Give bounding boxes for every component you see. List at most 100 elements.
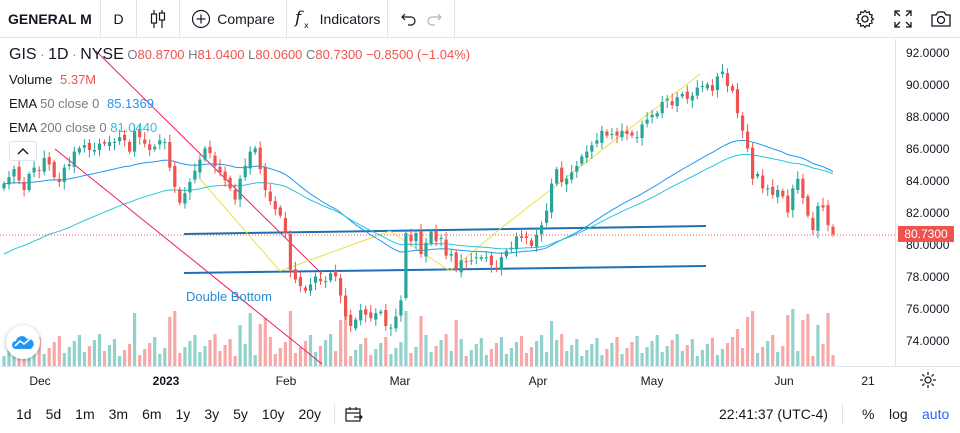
- volume-bar: [761, 347, 765, 366]
- candle-body: [12, 169, 16, 177]
- candle-body: [173, 166, 177, 187]
- clock-timezone[interactable]: 22:41:37 (UTC-4): [719, 406, 828, 422]
- range-3m[interactable]: 3m: [108, 406, 129, 422]
- range-5d[interactable]: 5d: [45, 406, 62, 422]
- compare-button[interactable]: Compare: [180, 0, 287, 38]
- range-5y[interactable]: 5y: [233, 406, 248, 422]
- volume-bar: [735, 329, 740, 366]
- candle-body: [811, 218, 815, 230]
- candle-body: [489, 255, 493, 266]
- candle-body: [821, 205, 825, 208]
- volume-legend[interactable]: Volume 5.37M: [9, 72, 96, 87]
- settings-button[interactable]: [846, 0, 884, 38]
- candle-body: [364, 309, 368, 315]
- volume-bar: [665, 346, 669, 366]
- candle-body: [303, 287, 308, 291]
- ema200-legend[interactable]: EMA 200 close 0 81.0440: [9, 120, 157, 135]
- volume-bar: [474, 344, 478, 366]
- svg-text:f: f: [294, 8, 304, 28]
- candle-body: [565, 178, 569, 185]
- log-scale-toggle[interactable]: log: [889, 406, 908, 422]
- ema50-legend[interactable]: EMA 50 close 0 85.1369: [9, 96, 154, 111]
- candle-body: [751, 147, 755, 179]
- close-value: 80.7300: [315, 47, 363, 62]
- undo-icon[interactable]: [400, 12, 417, 26]
- tradingview-logo[interactable]: [6, 325, 40, 359]
- candle-body: [705, 84, 709, 89]
- range-1m[interactable]: 1m: [75, 406, 95, 422]
- candle-body: [133, 130, 137, 152]
- candle-body: [42, 158, 46, 172]
- date-range-button[interactable]: [345, 406, 363, 422]
- range-1d[interactable]: 1d: [16, 406, 32, 422]
- volume-bar: [635, 336, 639, 366]
- channel-lower-line: [54, 148, 323, 365]
- volume-bar: [715, 355, 719, 366]
- candle-body: [499, 257, 503, 270]
- ema200-params: 200 close 0: [40, 120, 107, 135]
- symbol-search[interactable]: GENERAL M: [0, 0, 101, 38]
- candle-body: [700, 86, 704, 87]
- axis-settings-button[interactable]: [919, 371, 937, 394]
- candle-body: [419, 231, 423, 254]
- candle-body: [67, 164, 71, 166]
- volume-bar: [595, 338, 599, 366]
- candle-body: [329, 273, 333, 281]
- volume-bar: [610, 343, 614, 366]
- volume-bar: [92, 340, 96, 366]
- volume-bar: [118, 356, 122, 366]
- chart-type-button[interactable]: [137, 0, 180, 38]
- candle-body: [37, 170, 41, 171]
- volume-bar: [22, 355, 26, 366]
- range-20y[interactable]: 20y: [298, 406, 322, 422]
- volume-bar: [545, 352, 549, 366]
- price-axis[interactable]: 92.0000 90.0000 88.0000 86.0000 84.0000 82.00…: [895, 39, 960, 366]
- range-1y[interactable]: 1y: [175, 406, 191, 422]
- volume-bar: [766, 341, 770, 366]
- low-label: L: [248, 47, 256, 62]
- candle-body: [816, 206, 820, 231]
- candle-body: [163, 142, 167, 143]
- fullscreen-button[interactable]: [884, 0, 922, 38]
- volume-bar: [97, 334, 102, 366]
- candle-body: [746, 131, 750, 149]
- ema200-label: EMA: [9, 120, 37, 135]
- volume-bar: [801, 320, 805, 366]
- candle-body: [580, 156, 584, 164]
- volume-bar: [273, 354, 277, 366]
- volume-bar: [128, 344, 132, 366]
- candle-body: [359, 310, 363, 321]
- double-bottom-annotation[interactable]: Double Bottom: [186, 289, 272, 304]
- price-chart[interactable]: [0, 39, 895, 366]
- open-value: 80.8700: [137, 47, 185, 62]
- candle-body: [334, 270, 338, 277]
- candle-body: [741, 115, 745, 131]
- range-10y[interactable]: 10y: [261, 406, 285, 422]
- candle-body: [459, 260, 463, 273]
- redo-icon[interactable]: [426, 12, 442, 26]
- candle-body: [449, 254, 453, 256]
- candle-body: [555, 169, 559, 184]
- legend-collapse-button[interactable]: [9, 141, 37, 161]
- time-axis[interactable]: Dec 2023 Feb Mar Apr May Jun 21: [0, 366, 960, 394]
- range-6m[interactable]: 6m: [142, 406, 162, 422]
- candle-body: [344, 295, 348, 317]
- candle-body: [720, 71, 725, 74]
- range-3y[interactable]: 3y: [204, 406, 220, 422]
- candle-body: [248, 151, 252, 169]
- candle-body: [339, 278, 343, 296]
- candle-body: [273, 201, 277, 210]
- screenshot-button[interactable]: [922, 0, 960, 38]
- auto-scale-toggle[interactable]: auto: [922, 406, 950, 422]
- candle-body: [806, 196, 810, 216]
- candle-body: [650, 114, 654, 118]
- volume-bar: [555, 340, 559, 366]
- volume-bar: [298, 347, 302, 366]
- volume-bar: [499, 337, 503, 366]
- percent-scale-toggle[interactable]: %: [862, 406, 875, 422]
- volume-bar: [384, 337, 388, 366]
- ema200-value: 81.0440: [110, 120, 158, 135]
- volume-bar: [7, 350, 11, 366]
- interval-button[interactable]: D: [101, 0, 137, 38]
